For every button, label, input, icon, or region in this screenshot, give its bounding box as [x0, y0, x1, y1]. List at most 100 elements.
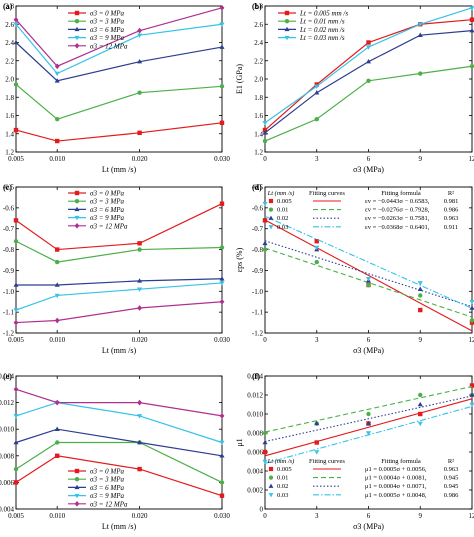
series-line: [15, 240, 223, 263]
legend-marker: [74, 199, 80, 204]
series-line: [15, 42, 223, 82]
y-tick-label: 0: [260, 506, 264, 514]
series-line: [264, 65, 473, 142]
x-tick-label: 0: [263, 512, 267, 520]
legend-label: 0.01: [277, 207, 288, 214]
data-point: [314, 420, 320, 426]
legend-label: σ3 = 12 MPa: [90, 222, 128, 230]
legend-marker: [74, 10, 80, 16]
data-point: [417, 22, 423, 27]
y-tick-label: -1.2: [3, 330, 15, 338]
panel-label: (e): [3, 372, 12, 381]
fit-line: [264, 385, 473, 433]
data-point: [314, 90, 320, 95]
data-point: [219, 120, 225, 125]
data-point: [418, 71, 423, 76]
y-tick-label: 2.0: [5, 76, 14, 84]
data-point: [55, 116, 60, 122]
legend-r2: 0.986: [444, 207, 459, 214]
x-tick-label: 0.010: [49, 336, 65, 344]
legend-marker: [74, 26, 80, 32]
panel-5: 0 0.002 0.004 0.006 0.008 0.010 0.012 0.014 0 3 6 9…: [235, 372, 474, 531]
legend-marker: [268, 475, 274, 480]
legend-formula: εv = −0.0368σ − 0.6401,: [365, 224, 430, 231]
y-tick-label: 0.004: [247, 468, 263, 476]
data-point: [137, 466, 142, 472]
data-point: [137, 414, 143, 419]
data-point: [418, 411, 423, 417]
legend-label: σ3 = 9 MPa: [90, 492, 125, 500]
y-tick-label: 0.010: [0, 426, 15, 434]
series-line: [15, 301, 223, 324]
data-point: [417, 401, 423, 407]
data-point: [137, 90, 142, 95]
data-point: [469, 402, 474, 408]
legend-marker: [74, 35, 80, 41]
legend-marker: [74, 222, 80, 229]
y-tick-label: -0.9: [252, 267, 264, 275]
data-point: [262, 247, 268, 252]
data-point: [262, 138, 268, 144]
legend-marker: [74, 484, 80, 490]
data-point: [417, 281, 423, 286]
data-point: [13, 480, 19, 485]
x-tick-label: 0.010: [49, 155, 65, 163]
series-line: [264, 7, 473, 124]
data-point: [366, 40, 371, 45]
data-point: [314, 84, 320, 89]
y-tick-label: 1.2: [5, 149, 14, 157]
data-point: [219, 493, 225, 498]
data-point: [137, 130, 142, 136]
data-point: [54, 426, 60, 431]
legend-marker: [74, 19, 80, 24]
data-point: [262, 430, 268, 436]
data-point: [13, 16, 19, 23]
data-point: [469, 27, 474, 33]
y-tick-label: 2.0: [254, 76, 263, 84]
x-tick-label: 0.010: [49, 512, 65, 520]
fit-line: [264, 398, 473, 457]
x-tick-label: 0.020: [132, 512, 148, 520]
y-tick-label: -1.0: [3, 288, 15, 296]
x-tick-label: 12: [469, 336, 474, 344]
legend-label: σ3 = 0 MPa: [90, 468, 125, 476]
data-point: [137, 241, 142, 246]
y-tick-label: -0.6: [3, 204, 15, 212]
data-point: [137, 27, 143, 34]
y-tick-label: -1.1: [3, 309, 15, 317]
panel-label: (b): [252, 2, 262, 11]
legend-formula: μ1 = 0.0004σ + 0.0071,: [365, 483, 427, 490]
y-tick-label: 0.008: [247, 430, 263, 438]
data-point: [366, 282, 371, 288]
x-axis-label: Lt (mm /s): [102, 165, 137, 174]
legend-formula: μ1 = 0.0004σ + 0.0081,: [365, 475, 427, 482]
data-point: [13, 466, 19, 472]
legend-header: Lt (mm /s): [267, 458, 295, 465]
y-tick-label: 0.008: [0, 452, 15, 460]
data-point: [469, 383, 474, 388]
y-tick-label: 0.006: [0, 479, 15, 487]
legend-label: Lt = 0.005 mm /s: [299, 10, 348, 18]
y-tick-label: 2.4: [5, 39, 14, 47]
panel-label: (a): [3, 2, 13, 11]
x-tick-label: 9: [419, 155, 423, 163]
data-point: [13, 218, 19, 223]
legend-label: 0.02: [277, 215, 288, 222]
legend-label: 0.01: [277, 475, 288, 482]
data-point: [219, 453, 225, 458]
data-point: [314, 259, 319, 265]
y-axis-label: E1 (GPa): [235, 64, 244, 94]
panel-1: 1.2 1.4 1.6 1.8 2.0 2.2 2.4 2.6 2.8 0 3 6 9 12 (b) σ3 (…: [235, 2, 474, 174]
legend-label: 0.005: [277, 198, 292, 205]
y-tick-label: -0.5: [252, 184, 264, 192]
series-line: [15, 455, 223, 497]
y-tick-label: 2.6: [254, 21, 263, 29]
legend-r2: 0.963: [444, 215, 459, 222]
data-point: [54, 78, 60, 83]
legend-formula: εv = −0.0263σ − 0.7581,: [365, 215, 430, 222]
x-tick-label: 6: [367, 155, 371, 163]
legend-label: σ3 = 0 MPa: [90, 190, 125, 198]
data-point: [13, 82, 19, 87]
data-point: [13, 414, 19, 419]
data-point: [54, 282, 60, 287]
